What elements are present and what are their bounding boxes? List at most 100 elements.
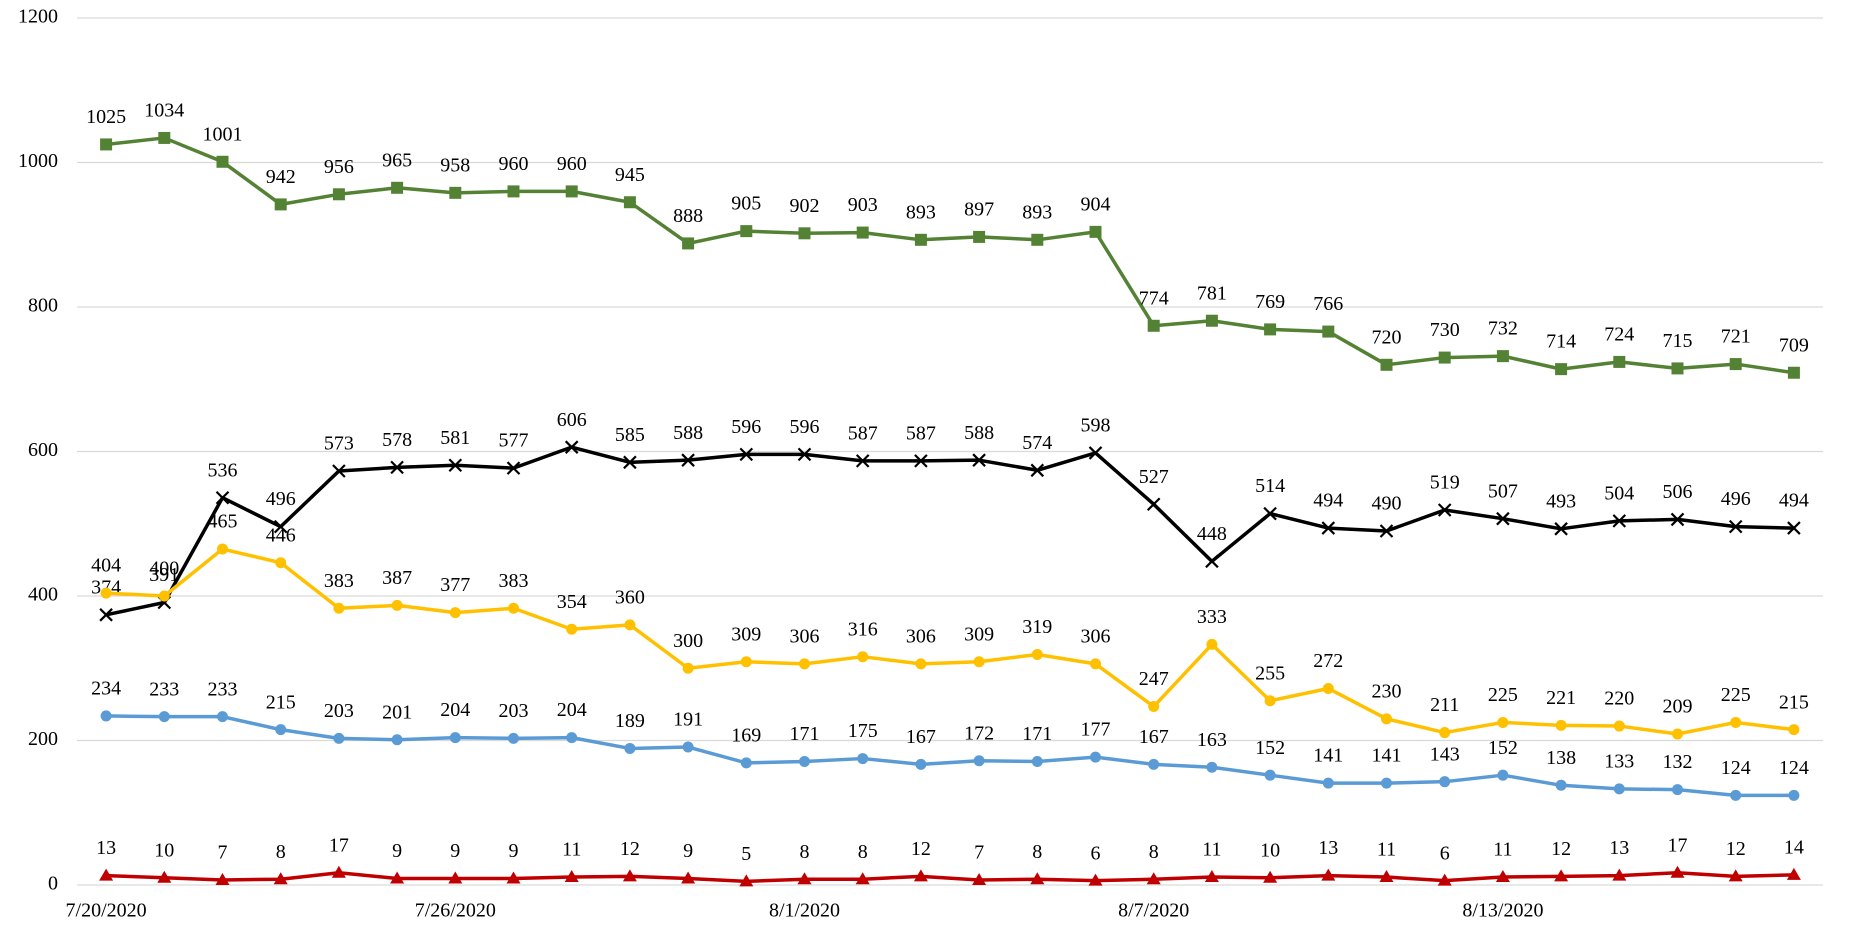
data-label: 465 [208,511,238,533]
data-label: 902 [790,195,820,217]
marker [1031,755,1043,767]
marker [217,711,228,723]
marker [622,869,637,882]
data-label: 152 [1255,737,1285,759]
x-tick-label: 8/7/2020 [1118,900,1189,922]
data-label: 960 [557,153,587,175]
data-label: 942 [266,166,296,188]
data-label: 587 [848,422,878,444]
data-label: 17 [329,834,349,856]
data-label: 167 [906,726,936,748]
data-label: 163 [1197,729,1227,751]
marker [1728,519,1743,534]
y-tick-label: 1200 [18,6,58,28]
marker [797,872,812,885]
data-label: 141 [1313,745,1343,767]
marker [1031,649,1043,661]
marker [1437,873,1452,886]
marker [448,871,463,884]
marker [972,453,986,467]
data-label: 8 [276,841,286,863]
data-label: 893 [906,201,936,223]
marker [623,196,636,209]
data-label: 897 [964,199,994,221]
marker [1146,497,1161,512]
marker [1496,511,1510,526]
data-label: 507 [1488,480,1518,502]
marker [506,871,521,884]
marker [564,870,579,883]
data-label: 220 [1604,688,1634,710]
data-label: 730 [1430,319,1460,341]
marker [1090,751,1101,763]
data-label: 272 [1313,650,1343,672]
marker [1613,720,1625,732]
marker [1264,695,1276,707]
marker [740,656,752,668]
marker [857,651,869,663]
data-label: 536 [208,459,238,481]
data-label: 8 [800,841,810,863]
marker [682,741,694,753]
data-label: 400 [149,558,179,580]
data-label: 152 [1488,737,1518,759]
data-label: 588 [964,422,994,444]
marker [1088,446,1103,460]
data-label: 8 [1032,841,1042,863]
data-label: 598 [1081,415,1111,437]
marker [1495,870,1510,883]
data-label: 209 [1663,696,1693,718]
marker [913,869,928,882]
data-label: 714 [1546,331,1576,353]
data-label: 189 [615,710,645,732]
data-label: 1034 [144,100,184,122]
marker [739,447,754,462]
marker [1205,314,1218,327]
data-label: 13 [96,837,116,859]
marker [391,734,403,746]
x-tick-label: 8/1/2020 [769,900,840,922]
marker [1555,779,1567,791]
data-label: 233 [149,678,179,700]
marker [1730,789,1742,801]
x-tick-label: 8/13/2020 [1462,900,1543,922]
data-label: 8 [858,841,868,863]
x-tick-label: 7/20/2020 [66,900,147,922]
series-line [106,714,1794,798]
data-label: 577 [499,430,529,452]
marker [1381,713,1392,725]
data-label: 905 [731,193,761,215]
data-label: 191 [673,709,703,731]
marker [1204,870,1219,883]
data-label: 724 [1604,324,1634,346]
marker [855,872,870,885]
marker [798,227,811,240]
marker [1322,777,1334,789]
marker [1728,869,1743,882]
data-label: 1025 [86,106,126,128]
marker [566,623,578,635]
data-label: 391 [149,564,179,586]
data-label: 494 [1779,490,1809,512]
data-label: 490 [1372,493,1402,515]
data-label: 494 [1313,490,1343,512]
marker [1030,872,1045,885]
data-label: 203 [499,700,529,722]
x-tick-label: 7/26/2020 [415,900,496,922]
data-label: 215 [266,691,296,713]
marker [681,871,696,884]
data-label: 12 [620,838,640,860]
marker [158,711,170,723]
marker [391,181,404,194]
marker [333,602,345,614]
data-label: 377 [440,574,470,596]
marker [449,732,461,744]
marker [1263,506,1277,521]
data-label: 496 [1721,488,1751,510]
marker [1497,716,1509,728]
marker [273,872,288,885]
marker [1437,503,1452,517]
marker [1555,719,1567,731]
marker [1206,761,1218,773]
